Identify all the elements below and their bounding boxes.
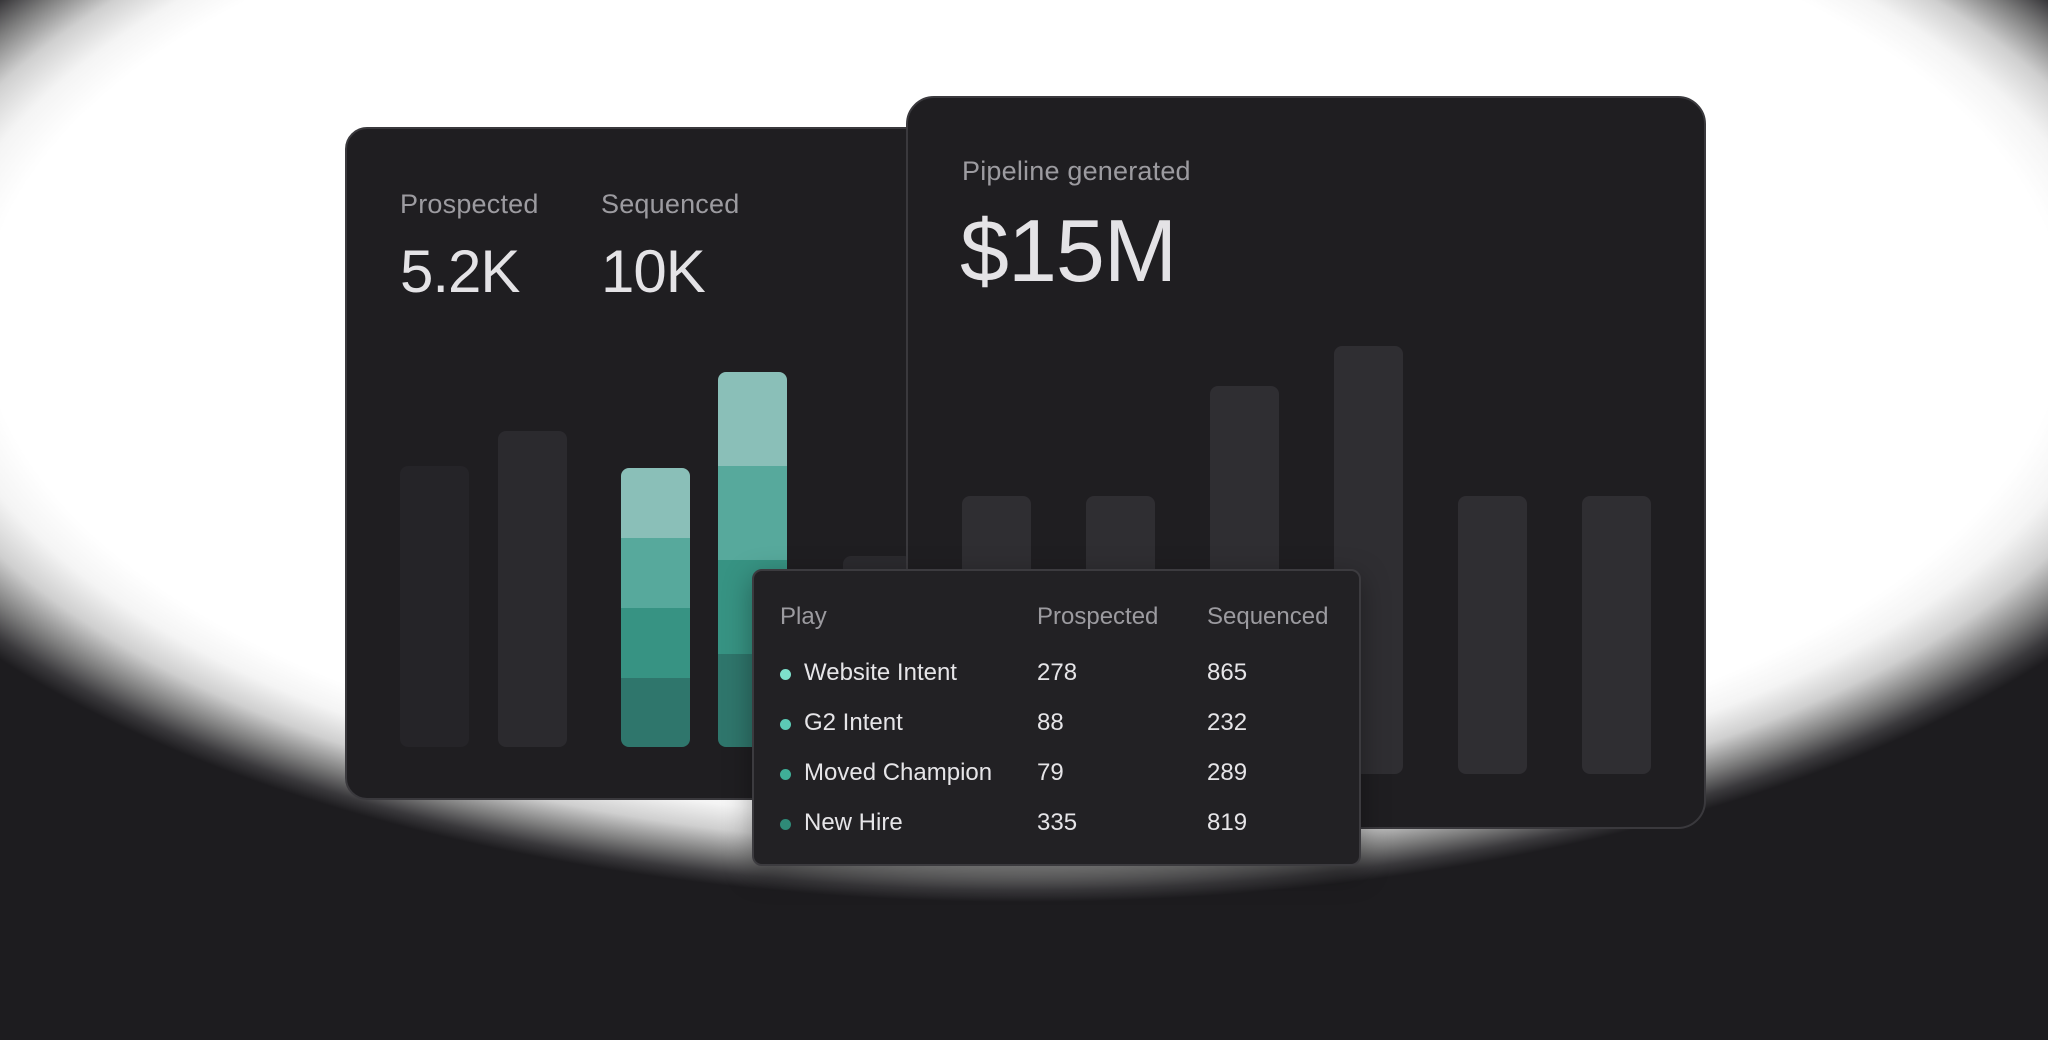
- series-dot-icon: [780, 719, 791, 730]
- bar-segment: [621, 608, 690, 678]
- sequenced-count: 819: [1207, 809, 1248, 836]
- prospected-count: 88: [1037, 709, 1064, 736]
- series-dot-icon: [780, 769, 791, 780]
- sequenced-count: 289: [1207, 759, 1248, 786]
- prospected-count: 335: [1037, 809, 1078, 836]
- series-dot-icon: [780, 669, 791, 680]
- bar-segment: [621, 538, 690, 608]
- table-row: New Hire 335 819: [754, 805, 1359, 845]
- header-prospected: Prospected: [1037, 603, 1159, 630]
- prospected-count: 278: [1037, 659, 1078, 686]
- table-row: Website Intent 278 865: [754, 655, 1359, 695]
- bar-segment: [718, 372, 787, 466]
- play-name: Moved Champion: [804, 759, 993, 786]
- funnel-card: Prospected 5.2K Sequenced 10K: [345, 127, 935, 800]
- play-name: G2 Intent: [804, 709, 903, 736]
- prospected-count: 79: [1037, 759, 1064, 786]
- pipeline-bar: [1458, 496, 1527, 774]
- sequenced-count: 232: [1207, 709, 1248, 736]
- plays-tooltip: Play Prospected Sequenced Website Intent…: [752, 569, 1361, 866]
- bar-segment: [718, 466, 787, 560]
- play-name: Website Intent: [804, 659, 957, 686]
- table-row: Moved Champion 79 289: [754, 755, 1359, 795]
- ghost-bar: [400, 466, 469, 747]
- stacked-bar-prospected: [621, 468, 690, 747]
- header-play: Play: [780, 603, 827, 630]
- prospected-label: Prospected: [400, 189, 539, 219]
- pipeline-value: $15M: [960, 201, 1177, 300]
- table-row: G2 Intent 88 232: [754, 705, 1359, 745]
- sequenced-label: Sequenced: [601, 189, 740, 219]
- series-dot-icon: [780, 819, 791, 830]
- bar-segment: [621, 468, 690, 538]
- prospected-value: 5.2K: [400, 238, 520, 305]
- sequenced-value: 10K: [601, 238, 706, 305]
- bar-segment: [621, 678, 690, 747]
- ghost-bar: [498, 431, 567, 747]
- pipeline-bar: [1582, 496, 1651, 774]
- pipeline-label: Pipeline generated: [962, 156, 1191, 186]
- sequenced-count: 865: [1207, 659, 1248, 686]
- play-name: New Hire: [804, 809, 903, 836]
- header-sequenced: Sequenced: [1207, 603, 1329, 630]
